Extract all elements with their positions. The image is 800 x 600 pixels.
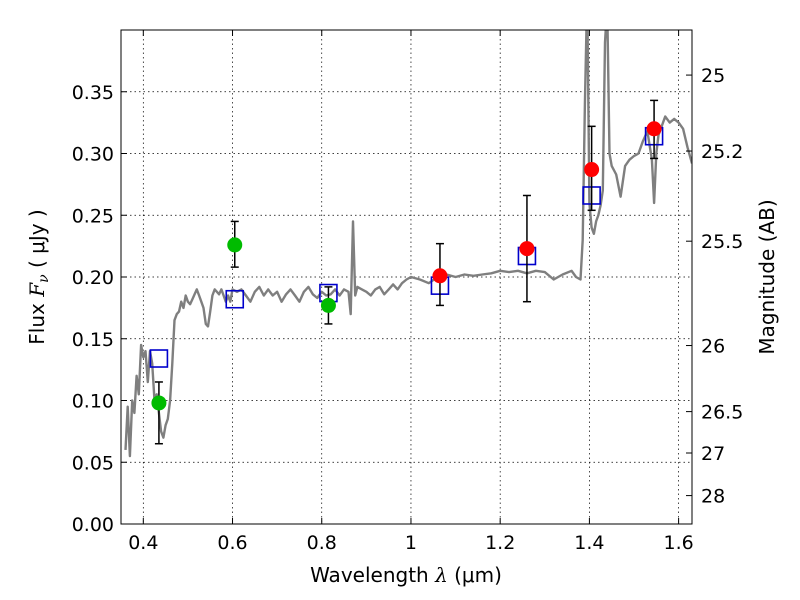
green-point bbox=[151, 395, 167, 411]
x-tick-label: 1.4 bbox=[574, 532, 604, 554]
y-tick-label: 0.00 bbox=[72, 514, 114, 536]
y-tick-label: 0.35 bbox=[72, 82, 114, 104]
y2-tick-label: 26 bbox=[701, 336, 725, 358]
y2-tick-label: 25.5 bbox=[701, 231, 743, 253]
y-tick-label: 0.05 bbox=[72, 452, 114, 474]
data-points bbox=[151, 121, 662, 411]
grid-lines bbox=[121, 30, 692, 525]
red-point bbox=[584, 162, 600, 178]
green-point bbox=[227, 237, 243, 253]
red-point bbox=[646, 121, 662, 137]
x-axis-label: Wavelength λ (μm) bbox=[310, 563, 502, 587]
y2-tick-label: 27 bbox=[701, 443, 725, 465]
x-tick-label: 1.6 bbox=[664, 532, 694, 554]
errorbars bbox=[154, 99, 659, 445]
green-point bbox=[320, 297, 336, 313]
model-square bbox=[149, 349, 169, 368]
y2-tick-label: 25 bbox=[701, 65, 725, 87]
y-tick-label: 0.10 bbox=[72, 391, 114, 413]
y-tick-label: 0.30 bbox=[72, 144, 114, 166]
y-tick-label: 0.20 bbox=[72, 267, 114, 289]
x-tick-label: 1.2 bbox=[485, 532, 515, 554]
x-tick-label: 0.8 bbox=[307, 532, 337, 554]
model-square bbox=[225, 289, 245, 309]
x-tick-label: 0.4 bbox=[128, 532, 158, 554]
model-squares-series bbox=[149, 126, 664, 368]
red-point bbox=[432, 268, 448, 284]
axis-ticks: 0.4 0.6 0.8 1 1.2 1.4 1.6 0.00 0.05 0.10 0.15 0.20 0… bbox=[72, 30, 743, 554]
x-tick-label: 1 bbox=[405, 532, 417, 554]
x-tick-label: 0.6 bbox=[217, 532, 247, 554]
y2-axis-label: Magnitude (AB) bbox=[755, 199, 779, 354]
y-axis-label: Flux Fν ( μJy ) bbox=[25, 209, 52, 344]
y2-tick-label: 26.5 bbox=[701, 402, 743, 424]
spectrum-series bbox=[124, 30, 692, 458]
spectrum-line bbox=[124, 30, 692, 458]
red-point bbox=[519, 241, 535, 257]
y-tick-label: 0.15 bbox=[72, 329, 114, 351]
y2-tick-label: 28 bbox=[701, 486, 725, 508]
y2-tick-label: 25.2 bbox=[701, 141, 743, 163]
y-tick-label: 0.25 bbox=[72, 205, 114, 227]
